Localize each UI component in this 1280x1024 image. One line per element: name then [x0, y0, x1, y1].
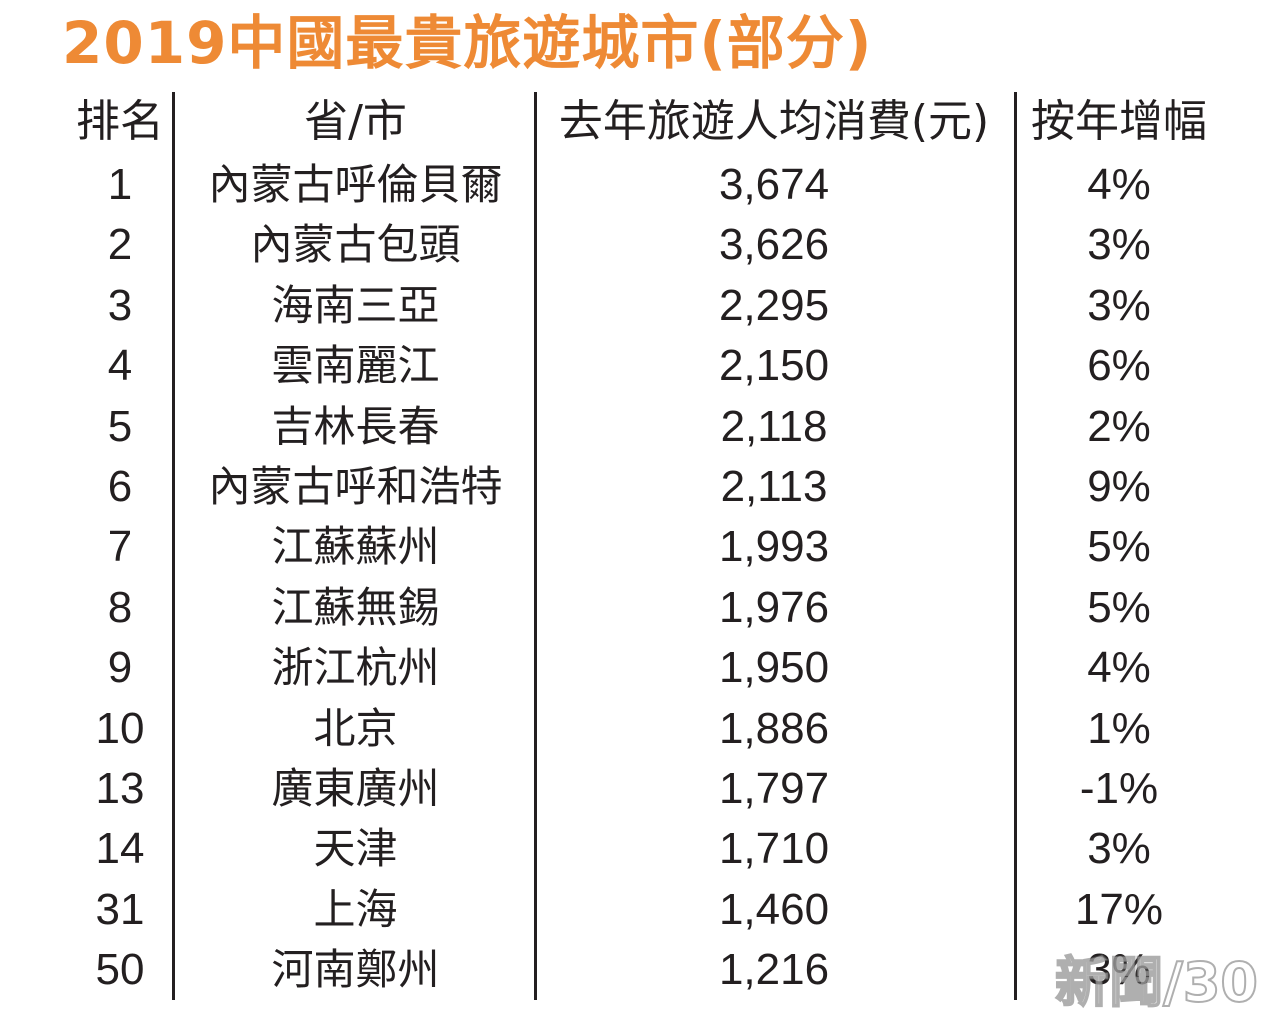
- column-divider-3: [1014, 92, 1017, 1000]
- spend-cell: 1,797: [718, 763, 830, 813]
- spend-cell: 1,976: [718, 582, 830, 632]
- rank-cell: 8: [107, 582, 133, 632]
- rank-cell: 31: [95, 884, 145, 934]
- rank-cell: 6: [107, 461, 133, 511]
- table-row: 1 內蒙古呼倫貝爾 3,674 4%: [0, 156, 1280, 216]
- table-row: 8 江蘇無錫 1,976 5%: [0, 579, 1280, 639]
- watermark-logo: 新聞/30: [1054, 951, 1259, 1014]
- growth-cell: 3%: [1087, 945, 1151, 995]
- city-cell: 內蒙古包頭: [250, 220, 461, 270]
- growth-cell: 4%: [1087, 643, 1151, 693]
- spend-cell: 1,950: [718, 643, 830, 693]
- header-city: 省/市: [304, 96, 407, 147]
- spend-cell: 1,216: [718, 945, 830, 995]
- growth-cell: 2%: [1087, 401, 1151, 451]
- city-cell: 內蒙古呼和浩特: [208, 461, 503, 511]
- table-row: 6 內蒙古呼和浩特 2,113 9%: [0, 458, 1280, 518]
- city-cell: 吉林長春: [271, 401, 440, 451]
- header-growth: 按年增幅: [1031, 96, 1207, 147]
- spend-cell: 2,113: [720, 461, 828, 511]
- growth-cell: 3%: [1087, 824, 1151, 874]
- spend-cell: 1,993: [718, 522, 830, 572]
- spend-cell: 2,118: [720, 401, 828, 451]
- spend-cell: 1,886: [718, 703, 830, 753]
- table-header: 排名 省/市 去年旅遊人均消費(元) 按年增幅: [0, 98, 1280, 152]
- table-row: 7 江蘇蘇州 1,993 5%: [0, 518, 1280, 578]
- city-cell: 海南三亞: [271, 280, 440, 330]
- spend-cell: 1,460: [718, 884, 830, 934]
- spend-cell: 3,674: [718, 160, 830, 209]
- growth-cell: 4%: [1087, 160, 1151, 209]
- growth-cell: 17%: [1074, 884, 1164, 934]
- city-cell: 浙江杭州: [271, 643, 440, 693]
- rank-cell: 50: [95, 945, 145, 995]
- column-divider-1: [172, 92, 175, 1000]
- city-cell: 天津: [313, 824, 398, 874]
- growth-cell: 1%: [1087, 703, 1151, 753]
- growth-cell: 3%: [1087, 280, 1151, 330]
- table-row: 14 天津 1,710 3%: [0, 820, 1280, 880]
- city-cell: 北京: [313, 703, 398, 753]
- rank-cell: 9: [107, 643, 133, 693]
- page-title: 2019中國最貴旅遊城市(部分): [62, 9, 873, 77]
- rank-cell: 10: [95, 703, 145, 753]
- column-divider-2: [534, 92, 537, 1000]
- rank-cell: 14: [95, 824, 145, 874]
- city-cell: 雲南麗江: [271, 341, 440, 391]
- table-row: 2 內蒙古包頭 3,626 3%: [0, 216, 1280, 276]
- table-row: 9 浙江杭州 1,950 4%: [0, 639, 1280, 699]
- table-row: 4 雲南麗江 2,150 6%: [0, 337, 1280, 397]
- rank-cell: 4: [107, 341, 133, 391]
- growth-cell: 5%: [1087, 582, 1151, 632]
- city-cell: 江蘇無錫: [271, 582, 440, 632]
- city-cell: 江蘇蘇州: [271, 522, 440, 572]
- table-row: 10 北京 1,886 1%: [0, 700, 1280, 760]
- rank-cell: 3: [107, 280, 133, 330]
- growth-cell: -1%: [1079, 763, 1159, 813]
- growth-cell: 3%: [1087, 220, 1151, 270]
- rank-cell: 13: [95, 763, 145, 813]
- table-row: 3 海南三亞 2,295 3%: [0, 277, 1280, 337]
- rank-cell: 7: [107, 522, 133, 572]
- growth-cell: 9%: [1087, 461, 1151, 511]
- table-row: 13 廣東廣州 1,797 -1%: [0, 760, 1280, 820]
- rank-cell: 2: [107, 220, 133, 270]
- city-cell: 河南鄭州: [271, 945, 440, 995]
- growth-cell: 5%: [1087, 522, 1151, 572]
- city-cell: 廣東廣州: [271, 763, 440, 813]
- table-row: 5 吉林長春 2,118 2%: [0, 398, 1280, 458]
- header-spend: 去年旅遊人均消費(元): [558, 96, 990, 147]
- city-cell: 上海: [313, 884, 398, 934]
- rank-cell: 5: [107, 401, 133, 451]
- spend-cell: 2,150: [718, 341, 830, 391]
- spend-cell: 3,626: [718, 220, 830, 270]
- header-rank: 排名: [76, 96, 164, 147]
- spend-cell: 2,295: [718, 280, 830, 330]
- rank-cell: 1: [107, 160, 133, 209]
- city-cell: 內蒙古呼倫貝爾: [208, 160, 503, 209]
- table-row: 50 河南鄭州 1,216 3%: [0, 941, 1280, 1001]
- spend-cell: 1,710: [718, 824, 830, 874]
- table-body: 1 內蒙古呼倫貝爾 3,674 4% 2 內蒙古包頭 3,626 3% 3 海南三亞 2,295…: [0, 156, 1280, 1001]
- table-row: 31 上海 1,460 17%: [0, 881, 1280, 941]
- growth-cell: 6%: [1087, 341, 1151, 391]
